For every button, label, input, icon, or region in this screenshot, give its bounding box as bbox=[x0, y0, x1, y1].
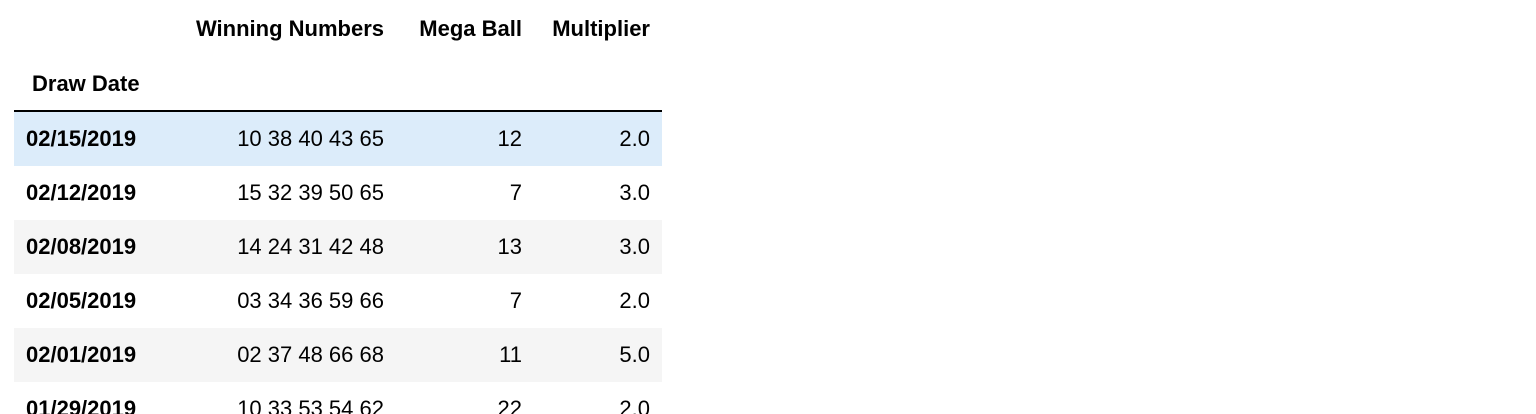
table-row[interactable]: 02/12/2019 15 32 39 50 65 7 3.0 bbox=[14, 166, 662, 220]
column-header-multiplier: Multiplier bbox=[552, 16, 650, 41]
table-row[interactable]: 01/29/2019 10 33 53 54 62 22 2.0 bbox=[14, 382, 662, 414]
index-header-draw-date: Draw Date bbox=[14, 58, 164, 112]
table-body: 02/15/2019 10 38 40 43 65 12 2.0 02/12/2… bbox=[14, 111, 662, 414]
row-draw-date: 02/08/2019 bbox=[26, 234, 137, 259]
row-winning-numbers: 15 32 39 50 65 bbox=[237, 180, 384, 205]
index-header-empty bbox=[534, 58, 662, 112]
index-header-empty bbox=[164, 58, 396, 112]
row-mega-ball: 7 bbox=[509, 180, 522, 205]
row-winning-numbers: 10 33 53 54 62 bbox=[237, 396, 384, 414]
row-winning-numbers: 03 34 36 59 66 bbox=[237, 288, 384, 313]
column-header-mega-ball: Mega Ball bbox=[419, 16, 522, 41]
dataframe-table: Winning Numbers Mega Ball Multiplier Dra… bbox=[14, 0, 662, 414]
index-header-empty bbox=[396, 58, 534, 112]
column-header-row: Winning Numbers Mega Ball Multiplier bbox=[14, 0, 662, 58]
column-header-winning-numbers: Winning Numbers bbox=[195, 16, 384, 41]
row-mega-ball: 13 bbox=[497, 234, 522, 259]
row-draw-date: 02/15/2019 bbox=[26, 126, 137, 151]
row-draw-date: 02/01/2019 bbox=[26, 342, 137, 367]
header-corner bbox=[14, 0, 164, 58]
row-draw-date: 02/05/2019 bbox=[26, 288, 137, 313]
index-header-row: Draw Date bbox=[14, 58, 662, 112]
table-row[interactable]: 02/15/2019 10 38 40 43 65 12 2.0 bbox=[14, 111, 662, 166]
row-draw-date: 01/29/2019 bbox=[26, 396, 137, 414]
row-winning-numbers: 02 37 48 66 68 bbox=[237, 342, 384, 367]
table-header: Winning Numbers Mega Ball Multiplier Dra… bbox=[14, 0, 662, 112]
row-winning-numbers: 14 24 31 42 48 bbox=[237, 234, 384, 259]
row-draw-date: 02/12/2019 bbox=[26, 180, 137, 205]
row-mega-ball: 7 bbox=[509, 288, 522, 313]
row-multiplier: 3.0 bbox=[619, 234, 650, 259]
table-row[interactable]: 02/05/2019 03 34 36 59 66 7 2.0 bbox=[14, 274, 662, 328]
row-multiplier: 2.0 bbox=[619, 288, 650, 313]
row-multiplier: 2.0 bbox=[619, 396, 650, 414]
row-multiplier: 5.0 bbox=[619, 342, 650, 367]
row-multiplier: 3.0 bbox=[619, 180, 650, 205]
row-mega-ball: 22 bbox=[497, 396, 522, 414]
row-mega-ball: 11 bbox=[499, 342, 522, 367]
row-multiplier: 2.0 bbox=[619, 126, 650, 151]
table-row[interactable]: 02/08/2019 14 24 31 42 48 13 3.0 bbox=[14, 220, 662, 274]
row-mega-ball: 12 bbox=[497, 126, 522, 151]
table-row[interactable]: 02/01/2019 02 37 48 66 68 11 5.0 bbox=[14, 328, 662, 382]
row-winning-numbers: 10 38 40 43 65 bbox=[237, 126, 384, 151]
